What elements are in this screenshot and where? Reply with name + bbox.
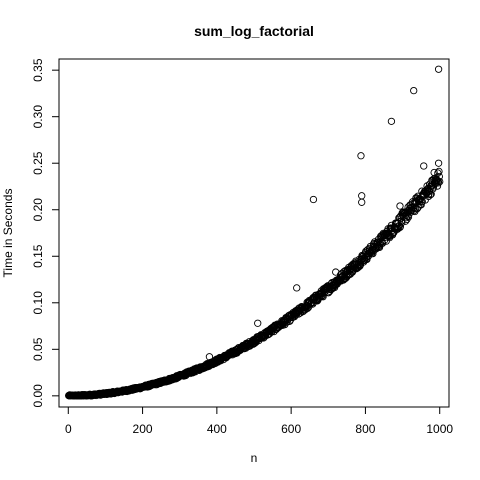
x-tick-label: 200 [133,422,153,436]
y-tick-label: 0.00 [31,384,45,408]
x-tick-label: 400 [207,422,227,436]
data-point [413,205,421,213]
y-axis-label: Time in Seconds [1,189,15,278]
outlier-point [332,268,340,276]
y-tick-label: 0.05 [31,337,45,361]
outlier-point [410,86,418,95]
data-point [426,191,435,199]
outlier-point [430,168,438,177]
outlier-point [254,319,262,327]
data-points [65,65,444,400]
y-tick-label: 0.10 [31,291,45,315]
outlier-point [205,353,214,361]
data-point [436,177,444,186]
y-tick-label: 0.20 [31,198,45,222]
x-axis: 0 200 400 600 800 1000 [65,406,453,436]
data-point [409,204,417,212]
data-point [331,281,339,290]
x-tick-label: 600 [281,422,301,436]
outlier-point [434,65,443,73]
outlier-point [396,202,404,210]
outlier-point [434,159,443,167]
data-point [424,192,433,201]
y-axis: 0.00 0.05 0.10 0.15 0.20 0.25 0.30 0.35 [31,58,60,408]
outlier-point [309,195,318,204]
data-point [435,167,443,176]
data-point [404,213,413,221]
data-point [417,201,425,209]
data-point [434,169,442,177]
outlier-point [358,198,366,206]
outlier-point [293,284,301,292]
x-tick-label: 0 [65,422,72,436]
outlier-point [357,152,365,160]
y-tick-label: 0.35 [31,58,45,82]
y-tick-label: 0.30 [31,105,45,129]
x-tick-label: 1000 [426,422,453,436]
chart-title: sum_log_factorial [194,23,314,39]
data-point [435,172,443,181]
y-tick-label: 0.15 [31,244,45,268]
data-point [373,239,381,247]
x-tick-label: 800 [355,422,375,436]
y-tick-label: 0.25 [31,151,45,175]
data-point [425,190,433,198]
data-point [433,182,442,190]
data-point [427,190,435,198]
outlier-point [387,117,396,125]
outlier-point [420,162,428,170]
x-axis-label: n [251,451,258,465]
